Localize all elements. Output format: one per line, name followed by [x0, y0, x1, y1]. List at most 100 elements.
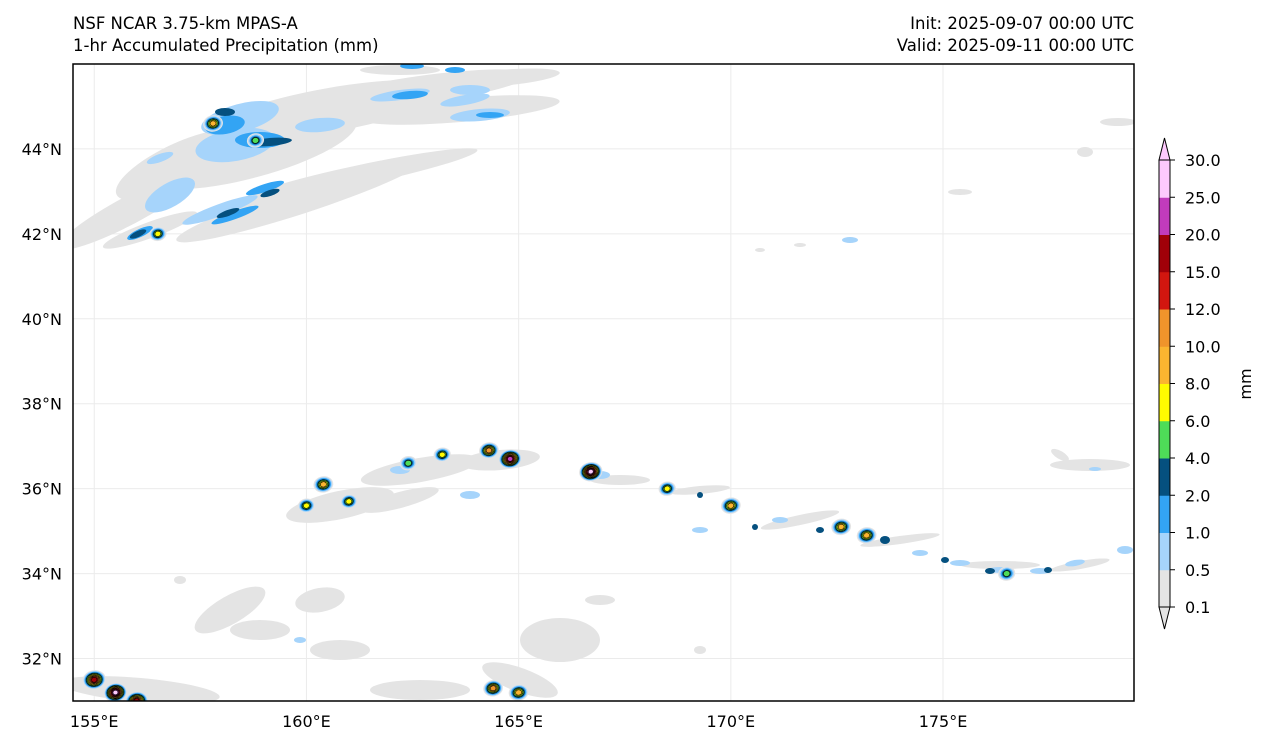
precip-light-blue	[1117, 546, 1133, 554]
contour-line	[345, 498, 353, 505]
precip-mid-blue	[211, 205, 259, 225]
longitude-axis: 155°E 160°E 165°E 170°E 175°E	[70, 712, 967, 731]
contour-line	[437, 450, 447, 459]
precip-light-blue	[440, 93, 490, 107]
contour-line	[89, 675, 100, 685]
contour-line	[861, 530, 873, 541]
contour-line	[835, 522, 847, 532]
colorbar-segment	[1159, 234, 1170, 273]
precip-light	[174, 576, 186, 584]
contour-line	[128, 694, 145, 701]
colorbar-tick-label: 6.0	[1185, 412, 1210, 431]
precip-cell	[486, 447, 492, 453]
precip-light-blue	[460, 491, 480, 499]
precip-light	[948, 189, 972, 195]
colorbar-extend-min	[1158, 606, 1171, 630]
colorbar-tick-label: 1.0	[1185, 524, 1210, 543]
contour-line	[663, 485, 671, 492]
precip-light-blue	[772, 517, 788, 523]
colorbar-segment	[1159, 197, 1170, 235]
precip-cell	[507, 456, 513, 462]
precip-cell	[515, 689, 522, 696]
init-time: Init: 2025-09-07 00:00 UTC	[910, 14, 1134, 33]
contour-line	[208, 119, 218, 128]
precip-light	[295, 587, 345, 613]
colorbar-segment	[1159, 271, 1170, 310]
colorbar-tick-label: 12.0	[1185, 300, 1221, 319]
contour-line	[108, 686, 123, 699]
precip-cell	[154, 231, 161, 237]
precip-cell	[112, 690, 118, 695]
colorbar-tick-label: 20.0	[1185, 226, 1221, 245]
precip-light	[694, 646, 706, 654]
precip-light-blue	[182, 195, 258, 225]
contour-line	[862, 531, 872, 540]
lat-tick-label: 40°N	[22, 310, 62, 329]
contour-line	[90, 676, 99, 684]
contour-line	[583, 465, 598, 478]
lat-tick-label: 32°N	[22, 650, 62, 669]
contour-line	[503, 453, 517, 465]
contour-line	[209, 120, 217, 127]
contour-line	[320, 481, 327, 488]
precip-cell	[91, 677, 97, 683]
colorbar-segment	[1159, 346, 1170, 384]
precip-light	[361, 487, 439, 513]
precip-light	[440, 68, 560, 88]
colorbar-tick-label: 8.0	[1185, 375, 1210, 394]
colorbar-tick-label: 4.0	[1185, 449, 1210, 468]
contour-line	[110, 688, 120, 697]
precip-cell	[345, 498, 352, 505]
precip-light	[585, 595, 615, 605]
colorbar-tick-label: 25.0	[1185, 188, 1221, 207]
contour-line	[110, 687, 121, 698]
contour-line	[86, 672, 103, 687]
lon-tick-label: 155°E	[70, 712, 119, 731]
lat-tick-label: 36°N	[22, 480, 62, 499]
contour-line	[482, 445, 496, 456]
model-title: NSF NCAR 3.75-km MPAS-A	[73, 14, 298, 33]
precip-mid-blue	[392, 90, 428, 100]
precip-cell	[303, 502, 310, 509]
contour-line	[154, 230, 162, 237]
contour-line	[485, 447, 493, 454]
precip-dark-blue	[941, 557, 949, 563]
contour-line	[88, 674, 101, 685]
precip-light	[670, 485, 730, 495]
lat-tick-label: 44°N	[22, 140, 62, 159]
precip-light	[360, 454, 480, 486]
precip-dark-blue	[1044, 567, 1052, 573]
contour-line	[302, 501, 311, 510]
precip-light-blue	[146, 151, 174, 165]
contour-line	[587, 469, 594, 475]
contour-line	[836, 522, 846, 531]
precip-light	[370, 680, 470, 700]
precip-dark-blue	[697, 492, 703, 498]
precip-dark-blue	[880, 536, 890, 544]
contour-line	[1003, 570, 1011, 577]
precip-cell	[1003, 570, 1010, 577]
contour-line	[507, 456, 514, 462]
contour-line	[109, 687, 122, 698]
precip-dark-blue	[816, 527, 824, 533]
precip-light	[194, 586, 266, 634]
lat-tick-label: 42°N	[22, 225, 62, 244]
precip-light-blue	[145, 177, 195, 213]
contour-line	[489, 684, 498, 692]
precip-cell	[210, 120, 217, 127]
contour-line	[501, 451, 519, 466]
contour-line	[484, 446, 494, 455]
precip-light-blue	[450, 85, 490, 95]
plot-frame	[72, 63, 1135, 702]
lon-tick-label: 175°E	[919, 712, 968, 731]
contour-line	[582, 464, 600, 479]
precip-light	[286, 487, 394, 523]
contour-line	[111, 689, 120, 696]
precip-light-blue	[1089, 467, 1101, 471]
precip-light-blue	[912, 550, 928, 556]
contour-line	[112, 689, 119, 696]
lat-tick-label: 34°N	[22, 565, 62, 584]
contour-line	[106, 685, 125, 700]
precip-light	[794, 243, 806, 247]
colorbar-segment	[1159, 458, 1170, 496]
